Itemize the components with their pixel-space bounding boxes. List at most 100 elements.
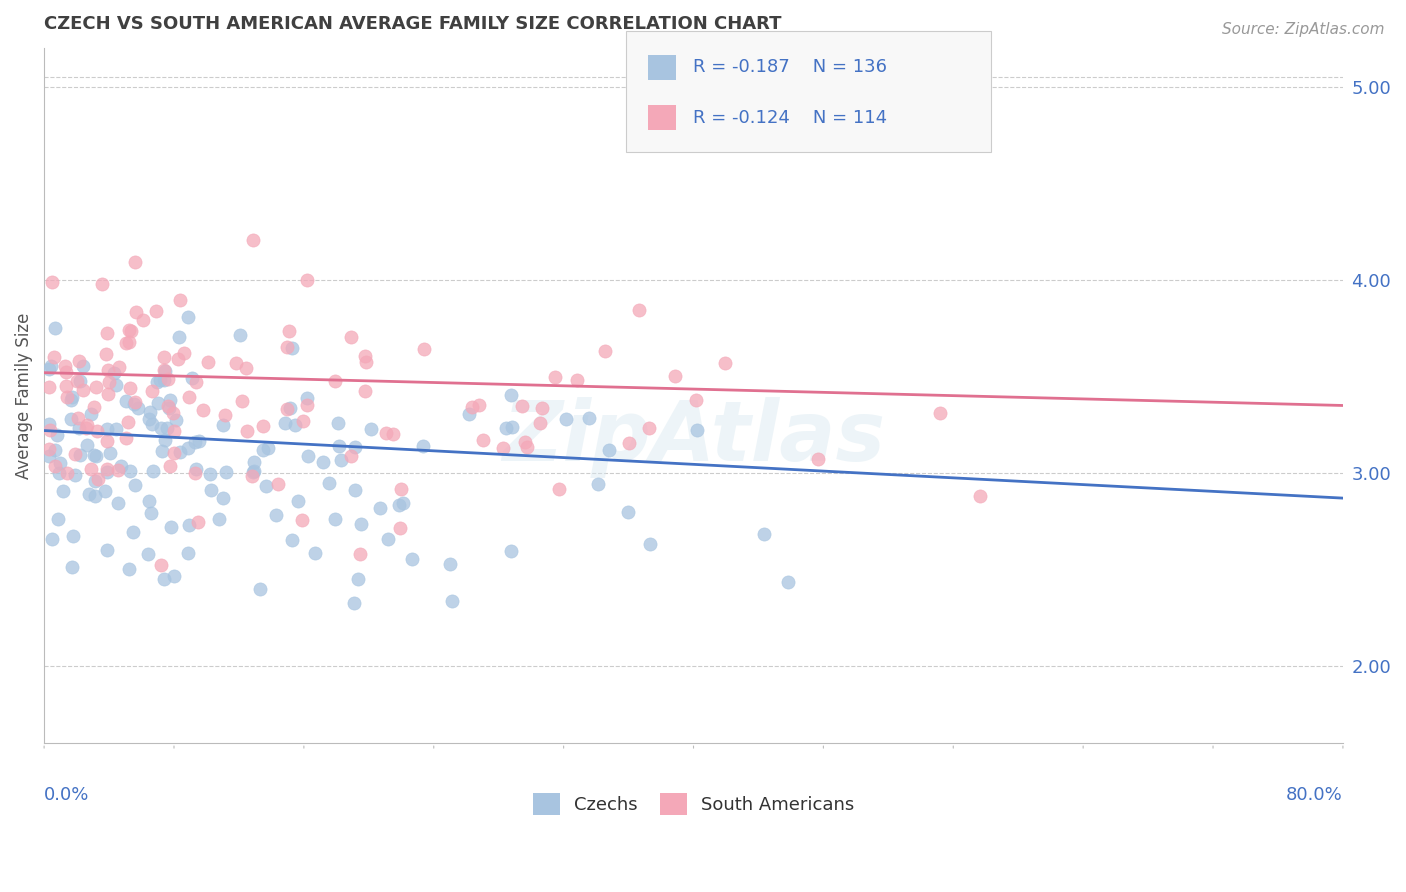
- Point: [776, 575, 799, 590]
- Point: [330, 452, 353, 467]
- Point: [46, 428, 69, 442]
- Point: [323, 512, 346, 526]
- Point: [304, 545, 326, 559]
- Point: [48, 456, 70, 470]
- Point: [181, 371, 204, 385]
- Point: [163, 446, 186, 460]
- Point: [69, 374, 91, 388]
- Point: [242, 465, 264, 479]
- Point: [713, 356, 735, 370]
- Point: [41, 532, 63, 546]
- Point: [157, 400, 180, 414]
- Point: [276, 402, 298, 417]
- Point: [235, 424, 257, 438]
- Point: [98, 376, 121, 390]
- Point: [103, 366, 125, 380]
- Point: [177, 390, 200, 404]
- Point: [543, 370, 565, 384]
- Point: [640, 537, 662, 551]
- Point: [191, 403, 214, 417]
- Point: [139, 506, 162, 520]
- Point: [468, 398, 491, 412]
- Text: R = -0.124    N = 114: R = -0.124 N = 114: [693, 109, 887, 127]
- Point: [96, 326, 118, 341]
- Point: [311, 455, 333, 469]
- Point: [276, 341, 298, 355]
- Point: [157, 401, 180, 416]
- Point: [495, 421, 517, 435]
- Point: [412, 439, 434, 453]
- Point: [67, 354, 90, 368]
- Point: [280, 533, 302, 547]
- Point: [67, 410, 90, 425]
- Text: 80.0%: 80.0%: [1286, 786, 1343, 804]
- Point: [44, 442, 66, 457]
- Point: [138, 412, 160, 426]
- Point: [214, 408, 236, 422]
- Point: [752, 526, 775, 541]
- Point: [159, 393, 181, 408]
- Point: [491, 441, 513, 455]
- Point: [291, 414, 314, 428]
- Point: [177, 442, 200, 456]
- Point: [44, 321, 66, 335]
- Point: [80, 407, 103, 421]
- Point: [44, 458, 66, 473]
- Point: [107, 496, 129, 510]
- Point: [107, 462, 129, 476]
- Point: [229, 327, 252, 342]
- Point: [156, 420, 179, 434]
- Point: [354, 384, 377, 398]
- Point: [96, 422, 118, 436]
- Point: [60, 390, 83, 404]
- Point: [638, 421, 661, 435]
- Point: [96, 542, 118, 557]
- Point: [163, 569, 186, 583]
- Point: [146, 396, 169, 410]
- Point: [97, 386, 120, 401]
- Point: [121, 525, 143, 540]
- Point: [807, 452, 830, 467]
- Point: [461, 400, 484, 414]
- Point: [349, 547, 371, 561]
- Point: [184, 435, 207, 450]
- Point: [138, 493, 160, 508]
- Point: [145, 304, 167, 318]
- Point: [287, 493, 309, 508]
- Point: [62, 529, 84, 543]
- Point: [184, 462, 207, 476]
- Point: [163, 424, 186, 438]
- Point: [39, 359, 62, 373]
- Point: [149, 373, 172, 387]
- Point: [105, 421, 128, 435]
- Point: [377, 532, 399, 546]
- Point: [67, 420, 90, 434]
- Point: [96, 434, 118, 448]
- Point: [297, 392, 319, 406]
- Point: [72, 359, 94, 373]
- Point: [46, 512, 69, 526]
- Point: [98, 446, 121, 460]
- Point: [97, 362, 120, 376]
- Point: [83, 448, 105, 462]
- Y-axis label: Average Family Size: Average Family Size: [15, 312, 32, 479]
- Point: [374, 426, 396, 441]
- Point: [169, 445, 191, 459]
- Point: [593, 344, 616, 359]
- Point: [132, 313, 155, 327]
- Point: [125, 305, 148, 319]
- Point: [86, 449, 108, 463]
- Point: [328, 439, 350, 453]
- Point: [231, 394, 253, 409]
- Point: [136, 547, 159, 561]
- Point: [94, 346, 117, 360]
- Point: [150, 421, 173, 435]
- Point: [211, 418, 233, 433]
- Point: [200, 483, 222, 498]
- Point: [188, 434, 211, 448]
- Point: [115, 335, 138, 350]
- Point: [38, 423, 60, 437]
- Point: [173, 346, 195, 360]
- Point: [118, 561, 141, 575]
- Point: [578, 410, 600, 425]
